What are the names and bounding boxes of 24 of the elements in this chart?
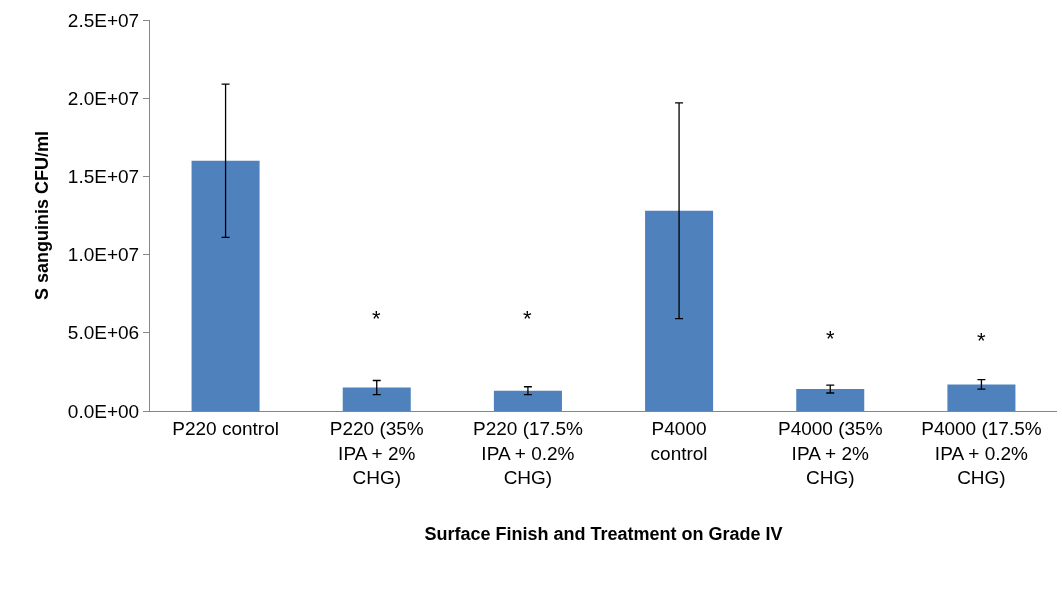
x-tick-label: P4000 control <box>650 417 708 464</box>
y-tick-label: 1.5E+07 <box>67 166 140 188</box>
bar <box>796 389 865 411</box>
annotation: * <box>523 306 532 331</box>
annotation: * <box>977 328 986 353</box>
x-tick-label: P4000 (17.5% IPA + 0.2% CHG) <box>921 417 1042 489</box>
bar <box>342 387 411 411</box>
annotation: * <box>372 306 381 331</box>
bar <box>191 160 260 411</box>
x-axis-title: Surface Finish and Treatment on Grade IV <box>424 524 783 545</box>
y-tick-label: 2.5E+07 <box>67 9 140 31</box>
y-tick-label: 5.0E+06 <box>67 322 140 344</box>
y-tick-label: 1.0E+07 <box>67 244 140 266</box>
x-tick-label: P220 control <box>172 417 279 439</box>
x-tick-label: P4000 (35% IPA + 2% CHG) <box>777 417 883 489</box>
y-tick-label: 2.0E+07 <box>67 87 140 109</box>
y-axis-title: S sanguinis CFU/ml <box>32 130 53 301</box>
annotation: * <box>826 326 835 351</box>
bar <box>493 390 562 411</box>
bar <box>947 384 1016 411</box>
x-tick-label: P220 (17.5% IPA + 0.2% CHG) <box>472 417 583 489</box>
y-tick-label: 0.0E+00 <box>67 400 140 422</box>
bar <box>645 210 714 411</box>
x-tick-label: P220 (35% IPA + 2% CHG) <box>329 417 424 489</box>
